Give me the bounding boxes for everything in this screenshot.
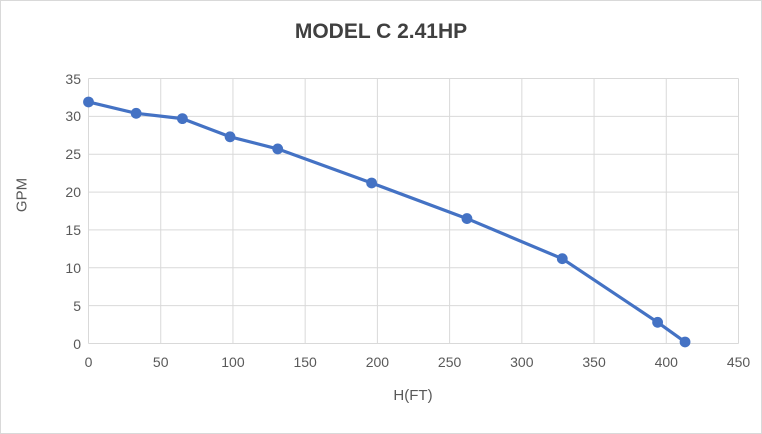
data-point-marker — [461, 213, 473, 224]
y-tick-label: 5 — [73, 297, 81, 314]
plot-area — [83, 78, 739, 348]
data-point-marker — [83, 96, 94, 108]
x-tick-label: 250 — [437, 354, 462, 370]
y-tick-label: 25 — [65, 146, 81, 163]
data-point-marker — [176, 113, 188, 125]
x-tick-label: 400 — [654, 354, 678, 370]
data-point-marker — [556, 253, 568, 265]
x-tick-label: 300 — [510, 354, 534, 370]
x-axis-title: H(FT) — [393, 387, 433, 404]
x-tick-label: 50 — [152, 354, 169, 370]
x-tick-label: 200 — [365, 354, 390, 370]
y-tick-label: 10 — [65, 259, 81, 276]
data-point-marker — [366, 177, 378, 189]
y-tick-label: 15 — [65, 221, 81, 238]
data-point-marker — [679, 336, 691, 348]
series-line — [86, 100, 687, 344]
x-tick-label: 100 — [221, 354, 245, 370]
data-point-marker — [272, 143, 284, 155]
y-tick-label: 0 — [73, 335, 81, 352]
data-point-marker — [130, 107, 142, 119]
y-tick-label: 20 — [65, 184, 81, 201]
y-axis-title-text: GPM — [13, 177, 31, 213]
chart-title: MODEL C 2.41HP — [294, 20, 468, 43]
x-tick-label: 350 — [582, 354, 606, 370]
x-tick-label: 0 — [84, 354, 93, 370]
data-point-marker — [652, 316, 664, 328]
x-tick-label: 150 — [293, 354, 317, 370]
y-tick-label: 30 — [65, 108, 81, 125]
x-tick-label: 450 — [726, 354, 751, 370]
y-tick-label: 35 — [65, 70, 81, 87]
data-point-marker — [224, 131, 236, 143]
